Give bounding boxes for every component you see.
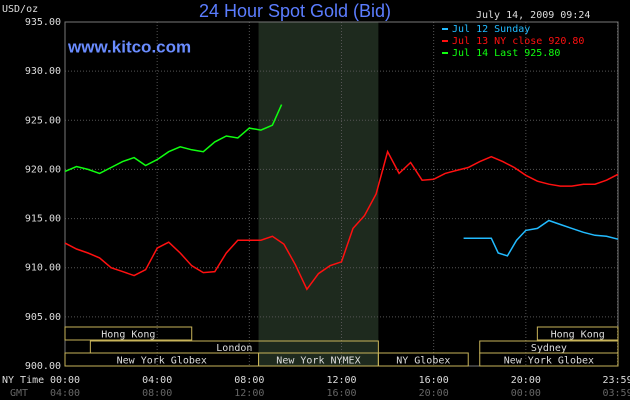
y-unit-label: USD/oz [2, 4, 38, 15]
x-tick-label: 08:00 [234, 375, 264, 386]
session-box [536, 326, 619, 341]
session-label: Sydney [531, 343, 567, 354]
gmt-tick-label: 12:00 [234, 388, 264, 399]
legend-label: Jul 12 Sunday [452, 24, 530, 35]
gmt-tick-label: 08:00 [142, 388, 172, 399]
y-tick-label: 930.00 [25, 66, 61, 77]
x-tick-label: 12:00 [326, 375, 356, 386]
session-label: New York NYMEX [276, 356, 360, 367]
x-tick-label: 20:00 [511, 375, 541, 386]
y-tick-label: 915.00 [25, 214, 61, 225]
session-box [479, 352, 619, 367]
y-tick-label: 905.00 [25, 312, 61, 323]
gmt-tick-label: 04:00 [50, 388, 80, 399]
session-label: NY Globex [396, 356, 450, 367]
price-line [64, 104, 283, 175]
gmt-tick-label: 16:00 [326, 388, 356, 399]
watermark: www.kitco.com [67, 37, 191, 56]
gmt-label: GMT [10, 388, 28, 399]
x-tick-label: 16:00 [419, 375, 449, 386]
session-label: Hong Kong [101, 330, 155, 341]
y-tick-label: 910.00 [25, 263, 61, 274]
legend-label: Jul 14 Last 925.80 [452, 48, 560, 59]
chart-title: 24 Hour Spot Gold (Bid) [199, 1, 391, 21]
price-line [463, 219, 619, 257]
legend-label: Jul 13 NY close 920.80 [452, 36, 584, 47]
session-highlight [258, 22, 379, 366]
session-label: Hong Kong [551, 330, 605, 341]
y-tick-label: 920.00 [25, 164, 61, 175]
ny-time-label: NY Time [2, 375, 44, 386]
session-label: London [216, 343, 252, 354]
x-tick-label: 23:59 [602, 375, 630, 386]
x-tick-label: 04:00 [142, 375, 172, 386]
session-label: New York Globex [117, 356, 207, 367]
gmt-tick-label: 03:59 [602, 388, 630, 399]
gmt-tick-label: 20:00 [419, 388, 449, 399]
session-box [64, 326, 193, 341]
y-tick-label: 900.00 [25, 361, 61, 372]
session-label: New York Globex [504, 356, 594, 367]
timestamp: July 14, 2009 09:24 [476, 10, 590, 21]
x-tick-label: 00:00 [50, 375, 80, 386]
price-line [64, 149, 619, 291]
y-tick-label: 935.00 [25, 17, 61, 28]
gmt-tick-label: 00:00 [511, 388, 541, 399]
session-box [377, 352, 469, 367]
y-tick-label: 925.00 [25, 115, 61, 126]
